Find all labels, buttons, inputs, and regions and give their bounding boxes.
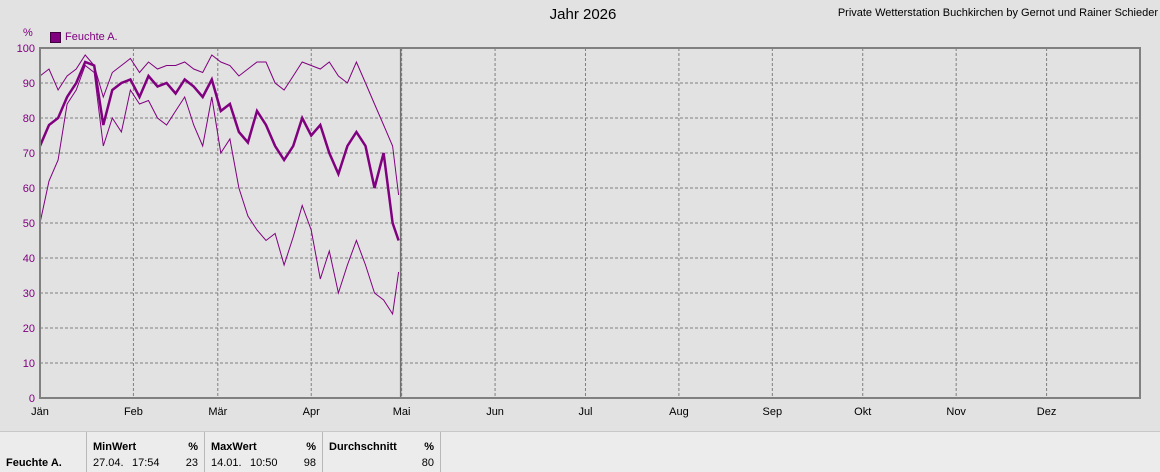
y-tick-label: 0 [29,393,35,405]
x-tick-label: Mai [393,406,411,418]
x-tick-label: Jän [31,406,49,418]
min-date: 27.04. [93,457,124,469]
y-tick-label: 90 [23,78,35,90]
x-tick-label: Dez [1037,406,1057,418]
stats-row-label: Feuchte A. [6,457,62,469]
x-tick-label: Aug [669,406,689,418]
y-tick-label: 10 [23,358,35,370]
x-tick-label: Apr [303,406,320,418]
y-axis-unit: % [23,27,33,39]
avg-unit: % [424,441,434,453]
station-credit: Private Wetterstation Buchkirchen by Ger… [837,7,1158,19]
max-date: 14.01. [211,457,242,469]
y-tick-label: 100 [17,43,35,55]
stats-row-label-cell: Feuchte A. [0,432,87,472]
stats-table: Feuchte A. MinWert % 27.04. 17:54 23 Max… [0,431,1160,472]
max-value: 98 [303,457,316,469]
series-min-line [39,64,400,316]
x-tick-label: Sep [763,406,783,418]
stats-max-cell: MaxWert % 14.01. 10:50 98 [205,432,323,472]
y-tick-label: 20 [23,323,35,335]
max-unit: % [306,441,316,453]
x-tick-label: Jul [578,406,592,418]
max-header: MaxWert [211,441,257,453]
y-tick-label: 30 [23,288,35,300]
min-header: MinWert [93,441,137,453]
avg-header: Durchschnitt [329,441,397,453]
y-tick-label: 40 [23,253,35,265]
x-tick-label: Mär [208,406,227,418]
legend-swatch [50,31,61,43]
stats-avg-cell: Durchschnitt % 80 [323,432,441,472]
humidity-chart: 0 10 20 30 40 50 60 70 80 90 100 Jän Feb Mär Apr Mai Jun… [17,43,1141,418]
stats-min-cell: MinWert % 27.04. 17:54 23 [87,432,205,472]
legend-label: Feuchte A. [65,31,118,43]
x-tick-label: Okt [854,406,871,418]
chart-title: Jahr 2026 [549,6,617,23]
y-tick-label: 50 [23,218,35,230]
series-avg-line [38,60,400,241]
avg-value: 80 [421,457,434,469]
y-tick-label: 80 [23,113,35,125]
min-unit: % [188,441,198,453]
max-time: 10:50 [250,457,278,469]
legend: Feuchte A. [50,31,118,43]
plot-frame [39,47,1141,399]
y-tick-label: 60 [23,183,35,195]
min-value: 23 [185,457,198,469]
x-tick-label: Jun [486,406,504,418]
x-tick-label: Feb [124,406,143,418]
y-tick-label: 70 [23,148,35,160]
x-tick-label: Nov [946,406,966,418]
min-time: 17:54 [132,457,160,469]
series-max-line [39,54,400,196]
